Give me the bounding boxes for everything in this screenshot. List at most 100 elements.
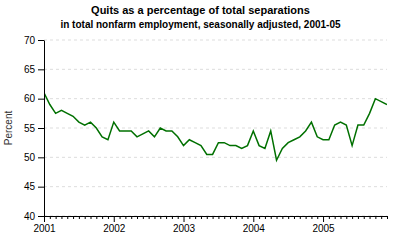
- x-tick-mark: [131, 216, 132, 219]
- x-tick-mark: [277, 216, 278, 219]
- x-tick-mark: [73, 216, 74, 219]
- x-tick-mark: [236, 216, 237, 219]
- x-tick: [230, 216, 231, 219]
- x-tick-mark: [352, 216, 353, 219]
- x-tick: [154, 216, 155, 219]
- x-tick-label: 2002: [103, 223, 126, 234]
- grid-line: [44, 98, 387, 99]
- x-tick-mark: [288, 216, 289, 219]
- x-tick-mark: [114, 216, 115, 222]
- y-tick-mark: [38, 187, 44, 188]
- x-tick: [85, 216, 86, 219]
- x-tick-mark: [271, 216, 272, 219]
- grid-line: [44, 186, 387, 187]
- x-tick: [61, 216, 62, 219]
- y-tick-label: 55: [24, 123, 36, 134]
- x-tick: [311, 216, 312, 219]
- x-tick: [364, 216, 365, 219]
- x-tick: [329, 216, 330, 219]
- y-tick-label: 60: [24, 93, 36, 104]
- x-tick-mark: [56, 216, 57, 219]
- y-tick-label: 65: [24, 64, 36, 75]
- x-tick: [294, 216, 295, 219]
- x-tick-mark: [218, 216, 219, 219]
- x-tick: 2003: [173, 216, 196, 234]
- x-tick-mark: [85, 216, 86, 219]
- y-tick-label: 40: [24, 211, 36, 222]
- x-tick: [56, 216, 57, 219]
- x-tick-mark: [247, 216, 248, 219]
- y-tick-mark: [38, 99, 44, 100]
- x-tick-mark: [143, 216, 144, 219]
- x-tick-mark: [61, 216, 62, 219]
- x-axis-line: [45, 216, 388, 217]
- x-tick: [247, 216, 248, 219]
- x-tick-mark: [306, 216, 307, 219]
- grid-line: [44, 69, 387, 70]
- x-tick-mark: [91, 216, 92, 219]
- x-tick: [335, 216, 336, 219]
- x-tick-label: 2001: [33, 223, 56, 234]
- x-tick-mark: [207, 216, 208, 219]
- x-tick: [102, 216, 103, 219]
- y-tick: 65: [24, 64, 44, 75]
- x-tick: [108, 216, 109, 219]
- x-tick-mark: [346, 216, 347, 219]
- x-tick-mark: [189, 216, 190, 219]
- y-tick: 40: [24, 211, 44, 222]
- y-tick-label: 50: [24, 152, 36, 163]
- x-tick: [143, 216, 144, 219]
- x-tick: [172, 216, 173, 219]
- y-tick-mark: [38, 216, 44, 217]
- x-tick: [120, 216, 121, 219]
- x-tick-mark: [329, 216, 330, 219]
- x-tick: 2004: [243, 216, 266, 234]
- x-tick-mark: [67, 216, 68, 219]
- y-tick-mark: [38, 157, 44, 158]
- x-tick-mark: [364, 216, 365, 219]
- x-tick-mark: [50, 216, 51, 219]
- y-tick-mark: [38, 40, 44, 41]
- x-tick: [271, 216, 272, 219]
- y-tick-label: 45: [24, 181, 36, 192]
- y-axis-line: [44, 41, 45, 217]
- x-tick: [125, 216, 126, 219]
- x-tick-mark: [294, 216, 295, 219]
- y-tick: 60: [24, 93, 44, 104]
- x-tick-mark: [242, 216, 243, 219]
- x-tick-mark: [120, 216, 121, 219]
- x-tick: [166, 216, 167, 219]
- x-tick: [387, 216, 388, 219]
- y-axis-title: Percent: [3, 111, 14, 146]
- x-tick: [201, 216, 202, 219]
- x-tick-mark: [253, 216, 254, 222]
- x-tick: [195, 216, 196, 219]
- x-tick: [178, 216, 179, 219]
- x-tick: 2001: [33, 216, 56, 234]
- x-tick: [358, 216, 359, 219]
- x-tick: [381, 216, 382, 219]
- grid-line: [44, 157, 387, 158]
- x-tick: [131, 216, 132, 219]
- x-tick: [259, 216, 260, 219]
- x-tick-mark: [311, 216, 312, 219]
- x-tick-mark: [317, 216, 318, 219]
- y-tick: 70: [24, 35, 44, 46]
- x-tick-mark: [137, 216, 138, 219]
- x-tick-mark: [160, 216, 161, 219]
- x-tick: [242, 216, 243, 219]
- x-tick-mark: [172, 216, 173, 219]
- x-tick-mark: [335, 216, 336, 219]
- x-tick-label: 2005: [312, 223, 335, 234]
- grid-line: [44, 40, 387, 41]
- x-tick: [346, 216, 347, 219]
- x-tick: [288, 216, 289, 219]
- x-tick-mark: [102, 216, 103, 219]
- x-tick-mark: [387, 216, 388, 219]
- x-tick-mark: [340, 216, 341, 219]
- subtitle: in total nonfarm employment, seasonally …: [60, 19, 341, 30]
- y-tick-label: 70: [24, 35, 36, 46]
- x-tick: [370, 216, 371, 219]
- x-tick-mark: [300, 216, 301, 219]
- x-tick: [277, 216, 278, 219]
